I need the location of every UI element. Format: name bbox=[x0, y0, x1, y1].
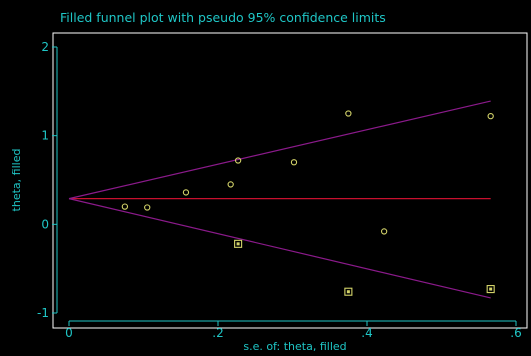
chart-title: Filled funnel plot with pseudo 95% confi… bbox=[60, 10, 386, 25]
observed-study-point bbox=[121, 203, 129, 210]
y-tick-label: 2 bbox=[41, 40, 49, 54]
x-tick-label: .6 bbox=[510, 326, 521, 340]
x-tick-label: .2 bbox=[212, 326, 223, 340]
filled-study-point-core bbox=[346, 290, 350, 294]
x-tick-label: .4 bbox=[361, 326, 372, 340]
x-axis-title: s.e. of: theta, filled bbox=[243, 340, 346, 353]
observed-study-point bbox=[487, 113, 494, 120]
observed-study-point bbox=[144, 204, 151, 211]
filled-study-point bbox=[486, 285, 495, 294]
observed-study-point bbox=[345, 110, 352, 117]
observed-study-point bbox=[290, 159, 298, 166]
y-tick-label: 1 bbox=[41, 129, 49, 143]
data-points bbox=[121, 110, 495, 296]
observed-study-point bbox=[380, 228, 388, 235]
reference-lines bbox=[68, 100, 491, 299]
y-tick-label: -1 bbox=[37, 306, 49, 320]
filled-study-point bbox=[344, 287, 353, 296]
filled-study-point bbox=[234, 239, 243, 248]
filled-study-point-core bbox=[236, 242, 240, 246]
upper-confidence-limit-line bbox=[68, 100, 491, 200]
observed-study-point bbox=[234, 157, 242, 164]
plot-frame bbox=[52, 32, 528, 329]
x-tick-label: 0 bbox=[65, 326, 73, 340]
lower-confidence-limit-line bbox=[68, 198, 491, 299]
axes: -1 0 1 2 0 .2 .4 .6 bbox=[37, 40, 522, 340]
filled-study-point-core bbox=[489, 287, 493, 291]
y-tick-label: 0 bbox=[41, 217, 49, 231]
observed-study-point bbox=[182, 189, 190, 196]
observed-study-point bbox=[227, 181, 234, 188]
y-axis-title: theta, filled bbox=[10, 149, 23, 212]
